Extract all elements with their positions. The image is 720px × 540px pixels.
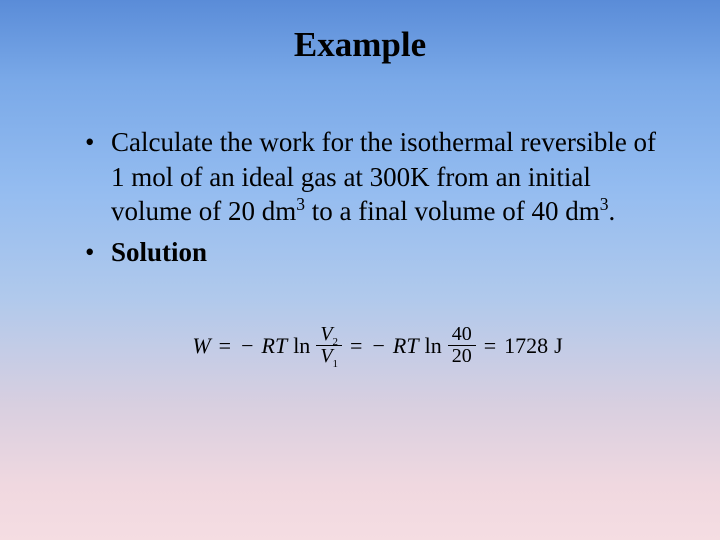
eq-equals-1: = xyxy=(217,333,233,359)
content-area: Calculate the work for the isothermal re… xyxy=(50,125,670,367)
bullet-solution: Solution xyxy=(85,235,670,270)
slide: Example Calculate the work for the isoth… xyxy=(0,0,720,540)
eq-W: W xyxy=(192,333,210,359)
eq-frac-num: 40 20 xyxy=(448,324,476,367)
problem-text: Calculate the work for the isothermal re… xyxy=(111,127,656,226)
eq-unit: J xyxy=(554,333,563,359)
eq-minus-2: − xyxy=(370,333,386,359)
equation: W = − RT ln V2 V1 = − RT ln 40 20 = 1728 xyxy=(85,324,670,367)
eq-ln-2: ln xyxy=(425,333,442,359)
eq-ln-1: ln xyxy=(293,333,310,359)
eq-equals-2: = xyxy=(348,333,364,359)
solution-label: Solution xyxy=(111,237,207,267)
eq-frac-V: V2 V1 xyxy=(316,324,342,367)
eq-equals-3: = xyxy=(482,333,498,359)
eq-minus-1: − xyxy=(239,333,255,359)
bullet-problem: Calculate the work for the isothermal re… xyxy=(85,125,670,229)
eq-RT-2: RT xyxy=(393,333,419,359)
eq-result: 1728 xyxy=(504,333,548,359)
slide-title: Example xyxy=(50,25,670,65)
eq-RT-1: RT xyxy=(261,333,287,359)
